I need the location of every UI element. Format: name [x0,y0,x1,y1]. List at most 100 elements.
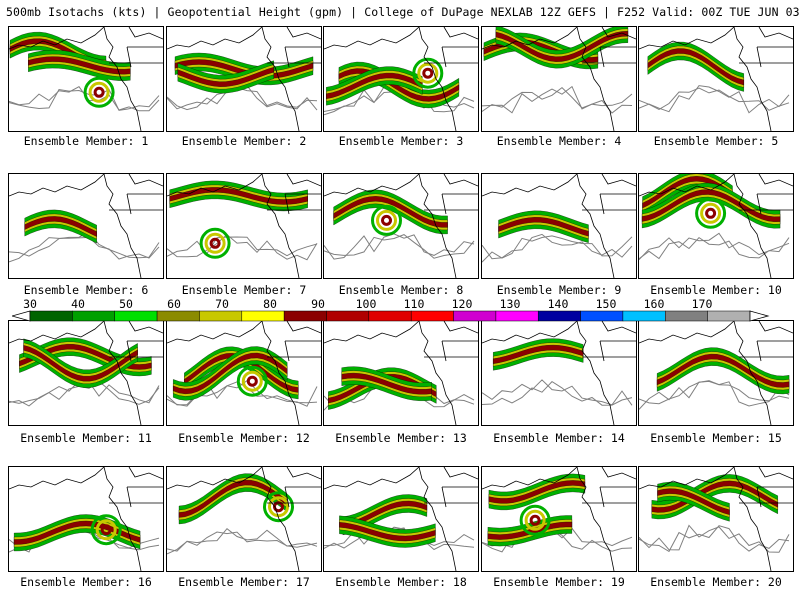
geopotential-height-contour [482,379,633,406]
isotach-shading [487,521,573,540]
coastline [733,321,772,425]
coastline [601,174,636,187]
closed-low-isotachs [705,207,717,219]
isotach-shading [488,480,586,504]
isotach-shading [333,196,448,228]
coastline [424,340,478,362]
closed-low-isotachs [93,86,105,98]
colorbar-tick-label: 140 [547,297,569,311]
ensemble-member-label: Ensemble Member: 12 [178,431,310,445]
colorbar-tick-label: 70 [215,297,229,311]
coastline [261,174,300,278]
ensemble-member-label: Ensemble Member: 17 [178,575,310,589]
geopotential-height-contour [482,85,633,114]
geopotential-height-contour [639,236,790,260]
isotach-shading [647,48,744,86]
closed-low-isotachs [529,514,541,526]
closed-low-isotachs [204,232,226,254]
closed-low-isotachs [381,214,392,226]
colorbar-tick-label: 160 [643,297,665,311]
coastline [267,193,321,215]
colorbar-swatch [707,310,751,322]
ensemble-member-panel [638,320,794,426]
isotach-shading [23,345,138,382]
coastline [128,174,163,187]
colorbar-swatch [29,310,73,322]
coastline [286,467,321,480]
coastline [601,27,636,40]
ensemble-member-label: Ensemble Member: 5 [653,134,779,148]
jet-stream-map [167,174,321,278]
jet-stream-map [9,27,163,131]
colorbar-swatch [368,310,412,322]
ensemble-member-panel [8,26,164,132]
coastline [576,321,615,425]
ensemble-member-label: Ensemble Member: 4 [496,134,622,148]
isotach-shading [495,31,629,62]
jet-stream-map [482,27,636,131]
coastline [582,46,636,68]
geopotential-height-contour [324,527,475,549]
coastline [758,321,793,334]
closed-low-isotachs [100,524,112,536]
geopotential-height-contour [639,524,790,553]
geopotential-height-contour [482,380,633,406]
coastline [601,467,636,480]
geopotential-height-contour [639,380,790,407]
closed-low-isotachs [199,227,231,259]
coastline [128,321,163,334]
closed-low-isotachs [90,514,122,546]
jet-stream-map [482,467,636,571]
coastline [286,321,321,334]
coastline [733,467,772,571]
geopotential-height-contour [482,235,633,263]
ensemble-member-label: Ensemble Member: 16 [20,575,152,589]
isotach-shading [495,27,629,69]
closed-low-isotachs [412,57,444,89]
colorbar-tick-label: 120 [451,297,473,311]
coastline [733,27,772,131]
isotach-shading [647,45,744,88]
ensemble-member-panel [323,26,479,132]
coastline [443,27,478,40]
closed-low-isotachs [209,237,221,249]
jet-stream-map [639,321,793,425]
isotach-shading [641,182,781,229]
coastline [109,340,163,362]
coastline [267,46,321,68]
colorbar-swatch [156,310,200,322]
isotach-shading [339,522,436,542]
coastline [261,467,300,571]
coastline [418,174,457,278]
coastline [582,486,636,508]
coastline [758,27,793,40]
isotach-shading [24,216,97,237]
jet-stream-map [167,321,321,425]
jet-stream-map [639,174,793,278]
ensemble-member-label: Ensemble Member: 7 [181,283,307,297]
colorbar-swatch [199,310,243,322]
ensemble-member-label: Ensemble Member: 19 [493,575,625,589]
coastline [261,27,300,131]
jet-stream-map [9,174,163,278]
coastline [418,27,457,131]
colorbar-tick-label: 80 [263,297,277,311]
jet-stream-map [324,27,478,131]
ensemble-member-label: Ensemble Member: 18 [335,575,467,589]
geopotential-height-contour [167,233,318,261]
ensemble-member-panel [638,26,794,132]
ensemble-member-panel [8,466,164,572]
coastline [167,174,263,197]
isotach-colorbar [12,310,770,322]
coastline [576,467,615,571]
isotach-shading [341,372,432,395]
jet-stream-map [167,27,321,131]
ensemble-member-label: Ensemble Member: 14 [493,431,625,445]
coastline [739,193,793,215]
jet-stream-map [9,467,163,571]
colorbar-swatch [283,310,327,322]
ensemble-member-panel [8,320,164,426]
ensemble-member-panel [8,173,164,279]
colorbar-swatch [537,310,581,322]
coastline [739,46,793,68]
